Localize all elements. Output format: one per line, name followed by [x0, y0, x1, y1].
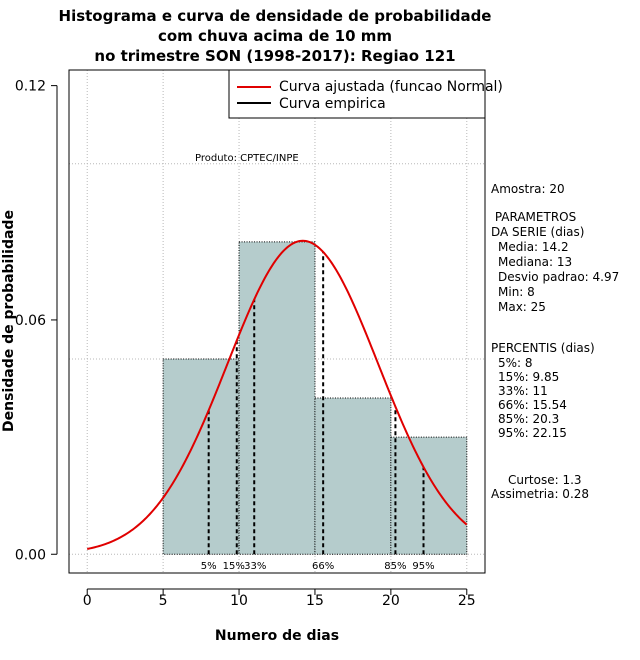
chart-title-line-1: Histograma e curva de densidade de proba… [58, 7, 492, 25]
percentile-label-4: 85% [384, 561, 406, 572]
stat-params-header: PARAMETROS [491, 210, 577, 224]
stat-p33: 33%: 11 [498, 384, 548, 398]
histogram-bar-0 [162, 358, 240, 555]
stat-p15: 15%: 9.85 [498, 370, 560, 384]
stat-p85: 85%: 20.3 [498, 412, 560, 426]
x-tick-label-25: 25 [458, 593, 476, 609]
histogram-bar-1 [238, 241, 316, 555]
percentile-label-3: 66% [312, 561, 334, 572]
chart-title-line-2: com chuva acima de 10 mm [157, 27, 393, 45]
chart-title-line-3: no trimestre SON (1998-2017): Regiao 121 [94, 47, 456, 65]
percentile-label-1: 15% [223, 561, 245, 572]
stat-sample: Amostra: 20 [491, 182, 565, 196]
stat-p5: 5%: 8 [498, 356, 533, 370]
x-tick-label-0: 0 [83, 593, 92, 609]
x-tick-label-10: 10 [230, 593, 248, 609]
fit-curve-normal [87, 239, 468, 550]
y-tick-label-2: 0.12 [15, 79, 46, 95]
stat-params-sub: DA SERIE (dias) [491, 225, 585, 239]
percentile-label-5: 95% [412, 561, 434, 572]
stat-max: Max: 25 [498, 300, 546, 314]
y-tick-label-0: 0.00 [15, 547, 46, 563]
stat-mean: Media: 14.2 [498, 240, 569, 254]
annotation-produto: Produto: CPTEC/INPE [195, 153, 299, 164]
percentile-label-0: 5% [201, 561, 217, 572]
histogram-bar-3 [390, 436, 468, 555]
x-tick-label-20: 20 [382, 593, 400, 609]
stat-min: Min: 8 [498, 285, 535, 299]
axes: 0 5 10 15 20 25 0.00 0.06 0.12 [15, 79, 476, 609]
y-axis-label: Densidade de probabilidade [1, 210, 17, 432]
histogram-bars [162, 241, 468, 555]
stat-percentis-header: PERCENTIS (dias) [491, 341, 595, 355]
legend-box [228, 69, 486, 119]
x-tick-label-15: 15 [306, 593, 324, 609]
stat-sd: Desvio padrao: 4.97 [498, 270, 620, 284]
percentile-lines: 5% 15% 33% 66% 85% 95% [201, 251, 435, 572]
legend-label-fit: Curva ajustada (funcao Normal) [279, 79, 503, 95]
stat-p66: 66%: 15.54 [498, 398, 567, 412]
histogram-bar-2 [314, 397, 392, 555]
legend-label-empirical: Curva empirica [279, 96, 386, 112]
stat-p95: 95%: 22.15 [498, 426, 567, 440]
x-axis-label: Numero de dias [215, 628, 339, 644]
y-tick-label-1: 0.06 [15, 313, 46, 329]
stat-curtose: Curtose: 1.3 [508, 473, 582, 487]
stat-assimetria: Assimetria: 0.28 [491, 487, 590, 501]
curves [87, 239, 468, 550]
x-tick-label-5: 5 [159, 593, 168, 609]
percentile-label-2: 33% [244, 561, 266, 572]
stat-median: Mediana: 13 [498, 255, 573, 269]
legend: Curva ajustada (funcao Normal) Curva emp… [228, 69, 503, 119]
